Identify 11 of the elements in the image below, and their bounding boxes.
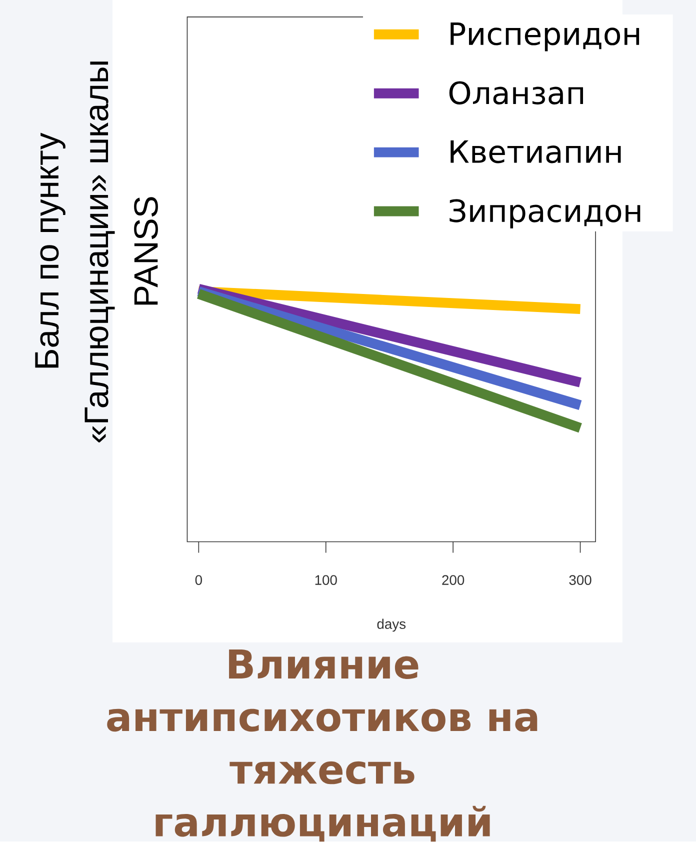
x-tick-label: 100	[315, 575, 337, 585]
x-tick-label: 200	[442, 575, 464, 585]
text: Влияние антипсихотиков на тяжесть галлюцинаций	[107, 650, 538, 842]
legend-label: Рисперидон	[450, 22, 640, 52]
x-tick-label: 0	[195, 575, 202, 585]
x-tick-label: 300	[569, 575, 592, 585]
y-axis-title: Балл по пункту «Галлюцинации» шкалы PANSS	[35, 62, 158, 442]
legend-label: Зипрасидон	[450, 199, 640, 228]
legend-label: Оланзап	[449, 81, 583, 104]
legend-label: Кветиапин	[450, 140, 621, 164]
x-axis-title: days	[377, 618, 406, 632]
